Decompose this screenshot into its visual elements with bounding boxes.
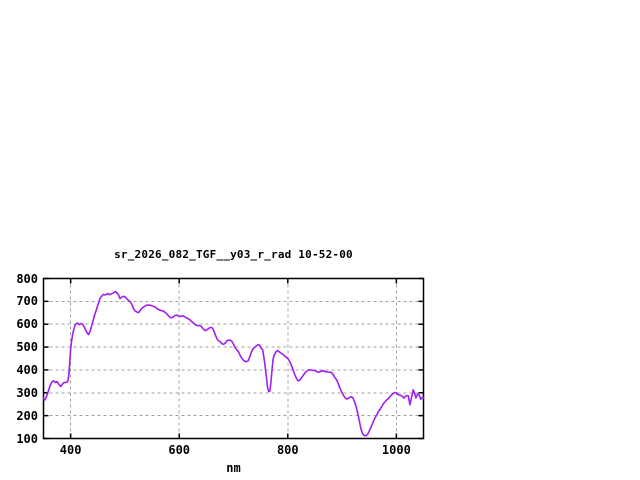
x-axis-title: nm xyxy=(226,461,241,475)
plot-border xyxy=(42,277,425,440)
y-tick-label: 500 xyxy=(16,340,38,355)
y-tick-label: 400 xyxy=(16,362,38,377)
y-tick-label: 200 xyxy=(16,408,38,423)
radiance-trace xyxy=(42,290,425,437)
x-tick-label: 1000 xyxy=(381,443,411,457)
chart-title: sr_2026_082_TGF__y03_r_rad 10-52-00 xyxy=(114,248,353,261)
y-tick-label: 100 xyxy=(16,431,38,446)
y-tick-label: 300 xyxy=(16,385,38,400)
y-tick-label: 800 xyxy=(16,271,38,286)
x-tick-label: 800 xyxy=(276,443,299,457)
y-tick-label: 700 xyxy=(16,294,38,309)
x-tick-label: 400 xyxy=(59,443,82,457)
x-tick-label: 600 xyxy=(168,443,191,457)
y-tick-label: 600 xyxy=(16,317,38,332)
